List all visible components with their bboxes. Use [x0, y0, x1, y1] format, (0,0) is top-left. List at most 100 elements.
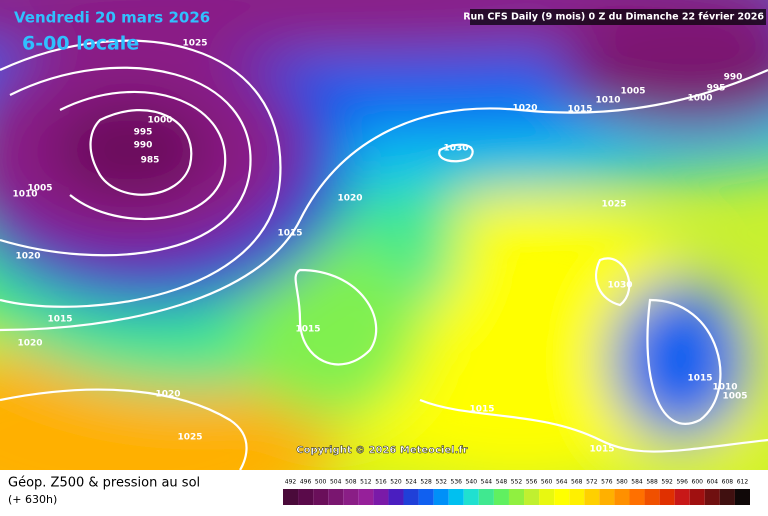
scale-swatch	[719, 489, 735, 505]
scale-swatch	[554, 489, 570, 505]
scale-label: 516	[375, 479, 387, 486]
scale-swatch	[448, 489, 464, 505]
scale-swatch	[418, 489, 434, 505]
scale-swatch	[388, 489, 404, 505]
scale-swatch	[403, 489, 419, 505]
isobar-label: 1005	[722, 392, 747, 402]
scale-swatch	[734, 489, 750, 505]
scale-swatch	[298, 489, 314, 505]
isobar-label: 1020	[15, 252, 40, 262]
scale-swatch	[478, 489, 494, 505]
scale-swatch	[373, 489, 389, 505]
copyright: Copyright © 2026 Meteociel.fr	[296, 445, 467, 456]
isobar-label: 1000	[687, 94, 712, 104]
isobar-label: 1015	[687, 374, 712, 384]
scale-swatch	[584, 489, 600, 505]
scale-label: 508	[345, 479, 357, 486]
isobar-label: 1010	[595, 96, 620, 106]
scale-label: 504	[330, 479, 342, 486]
isobar-label: 1025	[177, 433, 202, 443]
scale-label: 572	[586, 479, 598, 486]
scale-label: 592	[661, 479, 673, 486]
scale-label: 524	[405, 479, 417, 486]
isobar-label: 1020	[337, 194, 362, 204]
scale-swatch	[328, 489, 344, 505]
scale-swatch	[313, 489, 329, 505]
isobar-label: 1020	[17, 339, 42, 349]
legend-lead: (+ 630h)	[8, 493, 57, 506]
isobar-label: 995	[134, 128, 153, 138]
scale-swatch	[524, 489, 540, 505]
isobar-label: 1010	[712, 383, 737, 393]
scale-swatch	[659, 489, 675, 505]
scale-swatch	[493, 489, 509, 505]
isobar-label: 1015	[469, 405, 494, 415]
scale-label: 560	[541, 479, 553, 486]
scale-swatch	[343, 489, 359, 505]
scale-label: 568	[571, 479, 583, 486]
isobar-label: 995	[707, 84, 726, 94]
title: Vendredi 20 mars 2026	[14, 9, 210, 27]
scale-label: 584	[631, 479, 643, 486]
scale-label: 536	[451, 479, 463, 486]
scale-swatch	[539, 489, 555, 505]
scale-label: 548	[496, 479, 508, 486]
scale-label: 580	[616, 479, 628, 486]
scale-swatch	[614, 489, 630, 505]
isobar-label: 1015	[277, 229, 302, 239]
isobar-label: 990	[724, 73, 743, 83]
isobar-label: 990	[134, 141, 153, 151]
scale-swatch	[704, 489, 720, 505]
isobar-label: 1030	[607, 281, 632, 291]
scale-swatch	[689, 489, 705, 505]
scale-label: 588	[646, 479, 658, 486]
scale-label: 604	[707, 479, 719, 486]
scale-swatch	[508, 489, 525, 505]
scale-swatch	[644, 489, 660, 505]
scale-label: 500	[315, 479, 327, 486]
isobar-label: 1010	[12, 190, 37, 200]
isobar-label: 985	[141, 156, 160, 166]
scale-label: 612	[737, 479, 749, 486]
isobar-label: 1015	[567, 105, 592, 115]
scale-swatch	[599, 489, 615, 505]
isobar-label: 1020	[155, 390, 180, 400]
scale-label: 540	[466, 479, 478, 486]
isobar-label: 1015	[589, 445, 614, 455]
scale-label: 520	[390, 479, 402, 486]
isobar-label: 1020	[512, 104, 537, 114]
scale-swatch	[433, 489, 449, 505]
isobar-label: 1015	[47, 315, 72, 325]
isobar-label: 1025	[601, 200, 626, 210]
scale-label: 600	[692, 479, 704, 486]
scale-label: 564	[556, 479, 568, 486]
scale-label: 528	[420, 479, 432, 486]
scale-swatch	[358, 489, 374, 505]
scale-label: 608	[722, 479, 734, 486]
time: 6-00 locale	[22, 33, 139, 55]
isobar-label: 1005	[27, 184, 52, 194]
scale-label: 596	[676, 479, 688, 486]
isobar-label: 1005	[620, 87, 645, 97]
scale-label: 552	[511, 479, 523, 486]
scale-swatch	[463, 489, 479, 505]
run-info: Run CFS Daily (9 mois) 0 Z du Dimanche 2…	[463, 12, 764, 23]
isobar-label: 1030	[443, 144, 468, 154]
legend-title: Géop. Z500 & pression au sol	[8, 476, 200, 491]
scale-swatch	[283, 489, 299, 505]
isobar-label: 1015	[295, 325, 320, 335]
scale-swatch	[674, 489, 690, 505]
scale-label: 532	[435, 479, 447, 486]
scale-label: 544	[481, 479, 493, 486]
scale-label: 492	[285, 479, 297, 486]
scale-swatch	[569, 489, 585, 505]
isobar-label: 1000	[147, 116, 172, 126]
isobar-label: 1025	[182, 39, 207, 49]
scale-label: 576	[601, 479, 613, 486]
scale-label: 496	[300, 479, 312, 486]
scale-label: 556	[526, 479, 538, 486]
scale-swatch	[629, 489, 645, 505]
scale-label: 512	[360, 479, 372, 486]
